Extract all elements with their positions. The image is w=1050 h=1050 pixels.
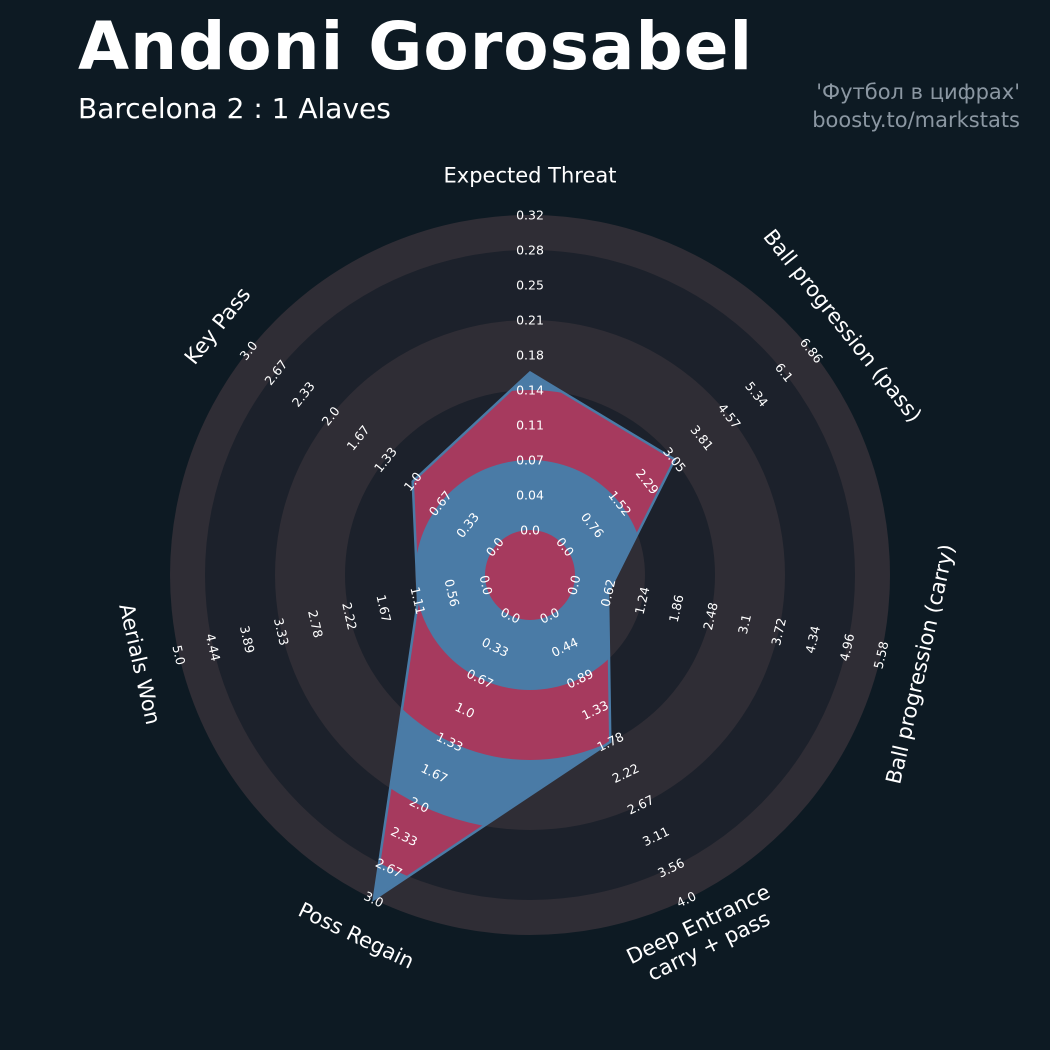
- axis-label: Expected Threat: [444, 163, 617, 187]
- axis-tick-label: 1.11: [407, 585, 428, 615]
- axis-tick-label: 3.33: [271, 616, 292, 646]
- axis-tick-label: 0.11: [516, 418, 544, 433]
- axis-tick-label: 3.72: [768, 616, 789, 646]
- axis-label: Ball progression (carry): [881, 542, 959, 786]
- player-polygon-outline: [372, 370, 677, 902]
- axis-tick-label: 0.32: [516, 208, 544, 223]
- axis-tick-label: 0.0: [564, 574, 583, 597]
- axis-tick-label: 0.0: [520, 523, 540, 538]
- axis-tick-label: 0.14: [516, 383, 544, 398]
- axis-tick-label: 0.25: [516, 278, 544, 293]
- axis-tick-label: 0.62: [598, 578, 619, 608]
- axis-tick-label: 4.34: [802, 624, 823, 655]
- radar-band: [485, 530, 575, 620]
- axis-tick-label: 2.78: [305, 609, 326, 640]
- axis-tick-label: 0.18: [516, 348, 544, 363]
- axis-tick-label: 5.0: [169, 644, 188, 667]
- axis-tick-label: 1.67: [373, 593, 394, 623]
- axis-tick-label: 0.56: [442, 578, 463, 609]
- axis-tick-label: 2.22: [339, 601, 360, 631]
- axis-tick-label: 0.04: [516, 488, 544, 503]
- axis-tick-label: 4.96: [836, 632, 857, 663]
- axis-tick-label: 0.21: [516, 313, 544, 328]
- axis-tick-label: 2.48: [700, 601, 721, 632]
- axis-label: Aerials Won: [114, 601, 165, 727]
- axis-tick-label: 0.0: [477, 574, 496, 597]
- axis-tick-label: 3.89: [237, 624, 258, 655]
- axis-tick-label: 4.44: [203, 632, 224, 663]
- axis-tick-label: 3.1: [735, 613, 754, 636]
- axis-tick-label: 1.24: [632, 585, 653, 616]
- axis-tick-label: 0.28: [516, 243, 544, 258]
- axis-tick-label: 5.58: [871, 640, 892, 671]
- axis-tick-label: 0.07: [516, 453, 544, 468]
- axis-tick-label: 1.86: [666, 593, 687, 624]
